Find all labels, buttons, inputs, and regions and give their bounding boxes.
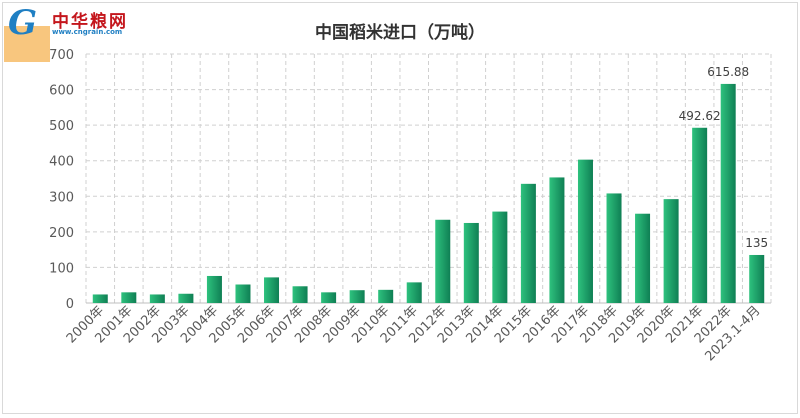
bar bbox=[692, 127, 708, 303]
bar bbox=[406, 282, 422, 303]
chart-title: 中国稻米进口（万吨） bbox=[315, 23, 485, 43]
logo-brand-text: 中华粮网 bbox=[52, 12, 128, 32]
bar bbox=[549, 177, 565, 303]
data-label: 135 bbox=[745, 236, 768, 250]
y-tick-label: 600 bbox=[49, 84, 74, 99]
logo-orange-block bbox=[4, 26, 50, 62]
y-tick-label: 400 bbox=[49, 155, 74, 170]
bar bbox=[378, 289, 394, 303]
bar bbox=[349, 290, 365, 303]
y-tick-label: 700 bbox=[49, 48, 74, 63]
bar bbox=[520, 183, 536, 303]
bar bbox=[92, 294, 108, 303]
bar bbox=[606, 193, 622, 303]
bar bbox=[720, 83, 736, 303]
logo-mark: G bbox=[8, 3, 38, 43]
y-tick-label: 100 bbox=[49, 261, 74, 276]
bar bbox=[435, 219, 451, 303]
bar bbox=[492, 211, 508, 303]
bar bbox=[577, 159, 593, 303]
y-tick-label: 0 bbox=[66, 297, 74, 312]
data-label: 615.88 bbox=[707, 65, 749, 79]
bar bbox=[749, 254, 765, 303]
logo-url-text: www.cngrain.com bbox=[52, 28, 123, 36]
bar bbox=[264, 277, 280, 303]
y-tick-label: 200 bbox=[49, 226, 74, 241]
bar bbox=[321, 292, 337, 303]
gridlines bbox=[85, 53, 772, 303]
y-tick-label: 300 bbox=[49, 190, 74, 205]
bar bbox=[292, 286, 308, 303]
logo: G 中华粮网 www.cngrain.com bbox=[4, 4, 164, 62]
bar bbox=[149, 294, 165, 303]
y-tick-label: 500 bbox=[49, 119, 74, 134]
bar bbox=[235, 284, 251, 303]
bar bbox=[206, 275, 222, 303]
bar bbox=[463, 222, 479, 303]
bar bbox=[663, 199, 679, 303]
data-label: 492.62 bbox=[679, 109, 721, 123]
bar bbox=[121, 292, 137, 303]
bars bbox=[92, 83, 765, 303]
bar bbox=[178, 293, 194, 303]
labels: 01002003004005006007002000年2001年2002年200… bbox=[49, 48, 768, 364]
bar bbox=[635, 213, 651, 303]
